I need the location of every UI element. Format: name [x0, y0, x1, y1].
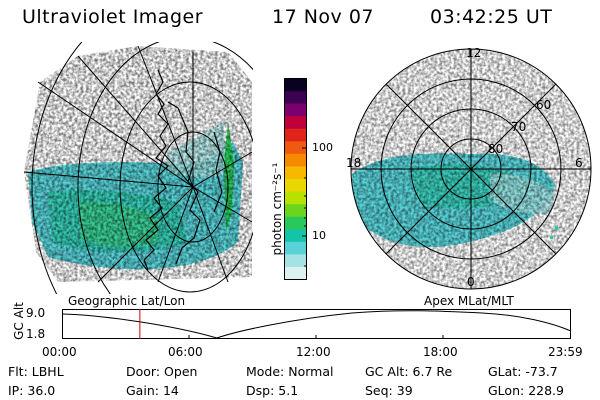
- status-gc-alt: GC Alt: 6.7 Re: [365, 364, 453, 379]
- colorbar-stripe: [284, 103, 307, 117]
- status-seq: Seq: 39: [365, 383, 413, 398]
- colorbar-stripes: [284, 78, 307, 280]
- colorbar-stripe: [284, 266, 307, 280]
- time-tick-2359: 23:59: [548, 345, 583, 359]
- colorbar-stripe: [284, 216, 307, 230]
- time-tick-0000: 00:00: [42, 345, 77, 359]
- colorbar-stripe: [284, 153, 307, 167]
- colorbar-tick-100: 100: [312, 141, 333, 154]
- time-tick-1200: 12:00: [296, 345, 331, 359]
- mlat-80-label: 80: [488, 142, 504, 156]
- date-label: 17 Nov 07: [272, 6, 375, 28]
- colorbar-stripe: [284, 78, 307, 92]
- mlt-18-label: 18: [346, 156, 362, 170]
- coastline: [143, 69, 223, 271]
- colorbar-stripe: [284, 128, 307, 142]
- status-glat: GLat: -73.7: [488, 364, 558, 379]
- colorbar-stripe: [284, 166, 307, 180]
- altitude-ytick-high: 9.0: [26, 306, 46, 320]
- geographic-grid: [23, 42, 253, 294]
- polar-grid: [350, 48, 592, 290]
- status-dsp: Dsp: 5.1: [246, 383, 299, 398]
- left-panel-caption: Geographic Lat/Lon: [68, 294, 186, 308]
- mlt-6-label: 6: [575, 156, 583, 170]
- mlat-60-label: 60: [536, 98, 552, 112]
- left-aurora-emission: [24, 46, 252, 282]
- mlt-12-label: 12: [466, 46, 482, 60]
- colorbar-stripe: [284, 141, 307, 155]
- status-gain: Gain: 14: [126, 383, 179, 398]
- colorbar-gradient: [284, 78, 307, 280]
- colorbar-stripe: [284, 179, 307, 193]
- status-door: Door: Open: [126, 364, 198, 379]
- colorbar-stripe: [284, 204, 307, 218]
- right-panel-caption: Apex MLat/MLT: [424, 294, 514, 308]
- colorbar-stripe: [284, 229, 307, 243]
- geographic-image-panel: [23, 42, 253, 294]
- altitude-ytick-low: 1.8: [26, 327, 46, 341]
- colorbar-stripe: [284, 241, 307, 255]
- status-mode: Mode: Normal: [246, 364, 334, 379]
- altitude-plot: [62, 309, 572, 339]
- colorbar-stripe: [284, 254, 307, 268]
- mlat-70-label: 70: [511, 120, 527, 134]
- status-glon: GLon: 228.9: [488, 383, 564, 398]
- status-ip: IP: 36.0: [8, 383, 56, 398]
- colorbar-unit-label: photon cm⁻²s⁻¹: [270, 162, 284, 256]
- altitude-ylabel: GC Alt: [11, 302, 26, 340]
- colorbar-stripe: [284, 116, 307, 130]
- colorbar-tick-10: 10: [312, 229, 326, 242]
- polar-image-panel: [350, 48, 592, 290]
- instrument-title: Ultraviolet Imager: [22, 6, 204, 28]
- colorbar-stripe: [284, 191, 307, 205]
- mlt-0-label: 0: [467, 275, 475, 289]
- time-tick-0600: 06:00: [168, 345, 203, 359]
- altitude-curve: [62, 310, 572, 339]
- status-filter: Flt: LBHL: [8, 364, 64, 379]
- colorbar-stripe: [284, 91, 307, 105]
- time-label: 03:42:25 UT: [430, 6, 553, 28]
- time-tick-1800: 18:00: [423, 345, 458, 359]
